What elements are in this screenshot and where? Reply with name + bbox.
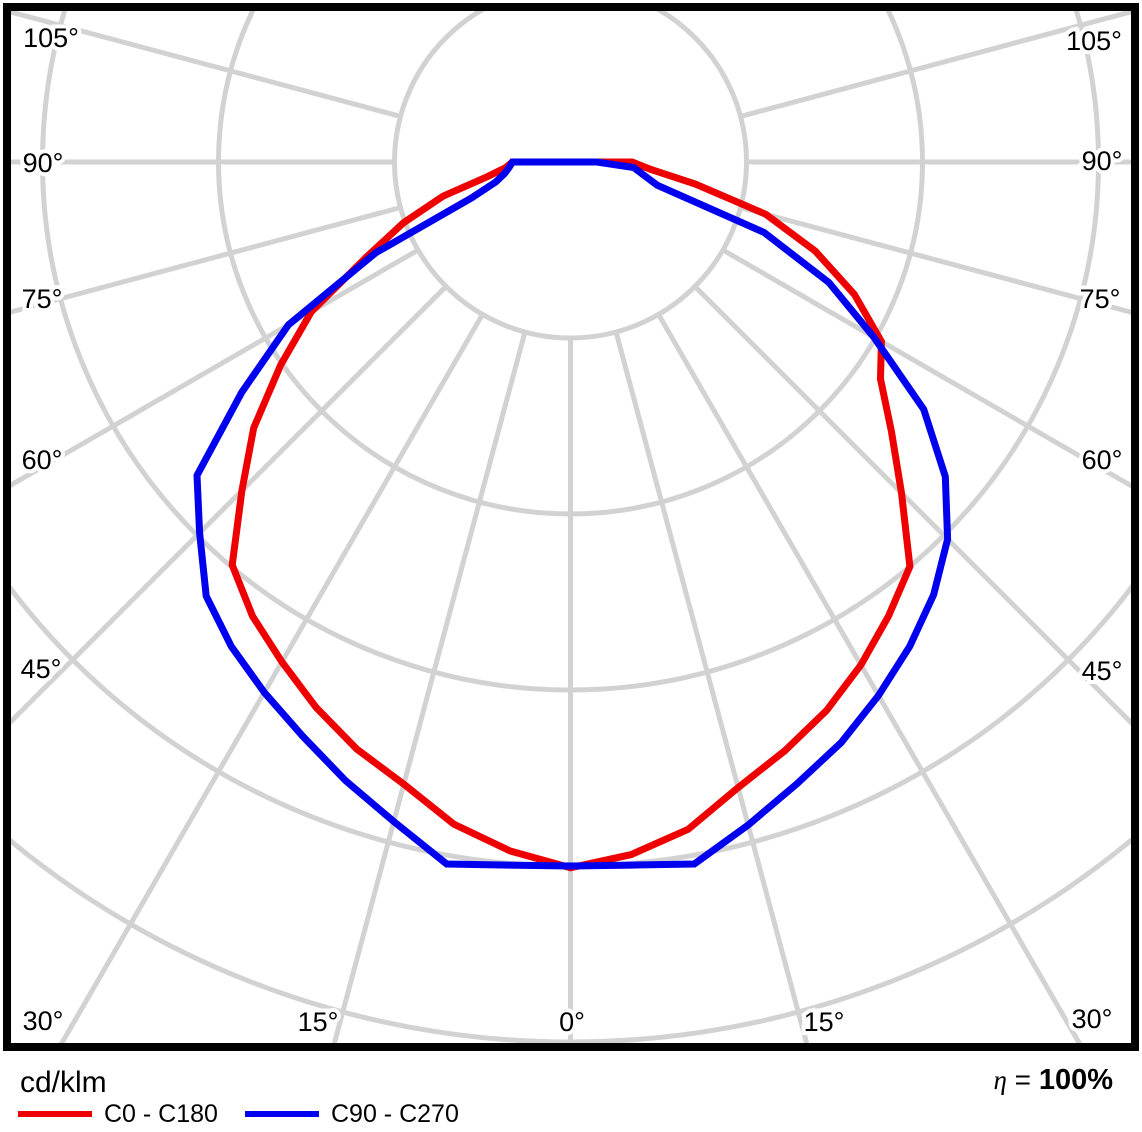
angle-label-0: 0° [559,1007,585,1037]
angle-label-45: 45° [21,654,62,684]
unit-label: cd/klm [20,1066,107,1099]
legend-label-c90-c270: C90 - C270 [331,1099,459,1128]
legend-swatch-red [18,1111,92,1117]
eta-symbol: η [993,1065,1007,1095]
eta-equals: = [1006,1064,1039,1095]
plot-border [3,3,1139,1051]
grid-ray-60 [721,247,1131,489]
curve-c90-c270 [193,158,952,870]
angle-label-15: 15° [804,1007,845,1037]
grid-ring-100 [392,11,749,341]
grid-ray--60 [11,247,420,488]
angle-label-30: 30° [23,1006,64,1036]
legend-swatch-blue [245,1111,319,1117]
grid-ray--30 [58,313,485,1043]
angle-label-45: 45° [1082,656,1123,686]
grid-ray-75 [739,205,1131,315]
grid-ray--105 [11,11,402,119]
angle-label-105: 105° [1066,26,1122,56]
angle-label-90: 90° [1082,146,1123,176]
angle-label-90: 90° [23,148,64,178]
intensity-curves [193,158,952,872]
angle-labels: 105° 90° 75° 60° 45° 30° 15° 0° 15° 30° 45° 60° 75° 9… [17,19,1127,1041]
angle-label-30: 30° [1072,1004,1113,1034]
eta-value: 100% [1038,1064,1113,1096]
curve-c0-c180 [228,158,914,872]
grid-ray-105 [739,11,1131,119]
legend-item-c90-c270: C90 - C270 [245,1100,459,1128]
angle-label-75: 75° [22,284,63,314]
legend-item-c0-c180: C0 - C180 [18,1100,218,1128]
grid-ray--15 [331,331,528,1043]
light-output-ratio: η = 100% [994,1064,1114,1097]
angle-label-60: 60° [22,445,63,475]
angle-label-105: 105° [23,23,79,53]
grid-ray-45 [693,284,1131,727]
legend-label-c0-c180: C0 - C180 [104,1099,218,1128]
grid-ray--75 [11,205,402,315]
angle-label-60: 60° [1082,445,1123,475]
grid-ray-15 [613,331,810,1043]
grid-ray--45 [11,284,448,726]
angle-label-15: 15° [298,1007,339,1037]
grid-ray-30 [656,313,1083,1043]
angle-label-75: 75° [1080,284,1121,314]
